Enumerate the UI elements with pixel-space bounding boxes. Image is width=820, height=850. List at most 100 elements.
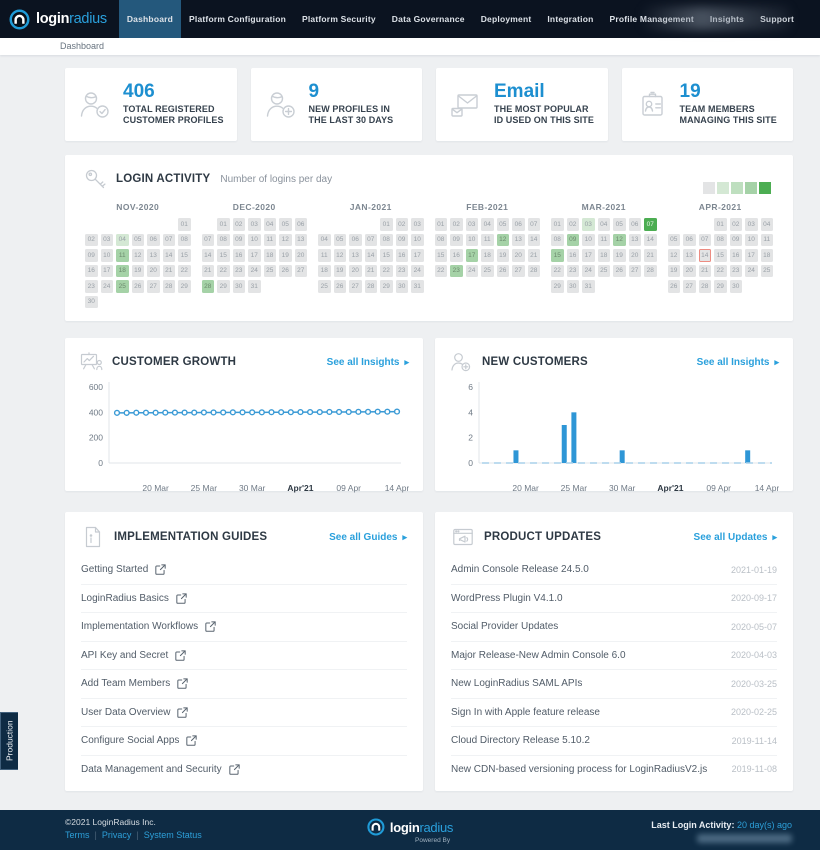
calendar-day[interactable]: 27 xyxy=(628,264,641,277)
calendar-day[interactable]: 26 xyxy=(667,280,680,293)
calendar-day[interactable]: 23 xyxy=(232,264,245,277)
calendar-day[interactable]: 07 xyxy=(644,218,657,231)
calendar-day[interactable]: 10 xyxy=(582,233,595,246)
calendar-day[interactable]: 21 xyxy=(201,264,214,277)
calendar-day[interactable]: 25 xyxy=(263,264,276,277)
calendar-day[interactable]: 04 xyxy=(116,233,129,246)
guide-link-loginradius-basics[interactable]: LoginRadius Basics xyxy=(81,585,407,613)
calendar-day[interactable]: 16 xyxy=(566,249,579,262)
calendar-day[interactable]: 30 xyxy=(729,280,742,293)
calendar-day[interactable]: 15 xyxy=(434,249,447,262)
nav-item-deployment[interactable]: Deployment xyxy=(480,14,532,24)
calendar-day[interactable]: 02 xyxy=(450,218,463,231)
calendar-day[interactable]: 17 xyxy=(411,249,424,262)
update-item-admin-console-release-24-5-0[interactable]: Admin Console Release 24.5.0 2021-01-19 xyxy=(451,556,777,585)
calendar-day[interactable]: 10 xyxy=(100,249,113,262)
calendar-day[interactable]: 04 xyxy=(597,218,610,231)
calendar-day[interactable]: 16 xyxy=(232,249,245,262)
calendar-day[interactable]: 01 xyxy=(434,218,447,231)
calendar-day[interactable]: 07 xyxy=(201,233,214,246)
breadcrumb[interactable]: Dashboard xyxy=(60,41,105,51)
calendar-day[interactable]: 23 xyxy=(566,264,579,277)
calendar-day[interactable]: 17 xyxy=(582,249,595,262)
calendar-day[interactable]: 14 xyxy=(698,249,711,262)
calendar-day[interactable]: 15 xyxy=(217,249,230,262)
calendar-day[interactable]: 13 xyxy=(628,233,641,246)
calendar-day[interactable]: 09 xyxy=(729,233,742,246)
nav-item-dashboard[interactable]: Dashboard xyxy=(118,0,182,38)
calendar-day[interactable]: 19 xyxy=(613,249,626,262)
calendar-day[interactable]: 20 xyxy=(628,249,641,262)
calendar-day[interactable]: 23 xyxy=(395,264,408,277)
calendar-day[interactable]: 10 xyxy=(411,233,424,246)
calendar-day[interactable]: 05 xyxy=(333,233,346,246)
update-item-new-loginradius-saml-apis[interactable]: New LoginRadius SAML APIs 2020-03-25 xyxy=(451,670,777,699)
calendar-day[interactable]: 11 xyxy=(318,249,331,262)
calendar-day[interactable]: 18 xyxy=(760,249,773,262)
calendar-day[interactable]: 06 xyxy=(294,218,307,231)
calendar-day[interactable]: 02 xyxy=(232,218,245,231)
calendar-day[interactable]: 29 xyxy=(380,280,393,293)
calendar-day[interactable]: 05 xyxy=(131,233,144,246)
calendar-day[interactable]: 09 xyxy=(566,233,579,246)
calendar-day[interactable]: 17 xyxy=(248,249,261,262)
calendar-day[interactable]: 01 xyxy=(217,218,230,231)
calendar-day[interactable]: 03 xyxy=(582,218,595,231)
calendar-day[interactable]: 30 xyxy=(232,280,245,293)
calendar-day[interactable]: 22 xyxy=(714,264,727,277)
calendar-day[interactable]: 03 xyxy=(248,218,261,231)
calendar-day[interactable]: 29 xyxy=(217,280,230,293)
calendar-day[interactable]: 17 xyxy=(745,249,758,262)
calendar-day[interactable]: 12 xyxy=(667,249,680,262)
calendar-day[interactable]: 12 xyxy=(279,233,292,246)
calendar-day[interactable]: 06 xyxy=(628,218,641,231)
calendar-day[interactable]: 26 xyxy=(131,280,144,293)
calendar-day[interactable]: 28 xyxy=(644,264,657,277)
update-item-wordpress-plugin-v4-1-0[interactable]: WordPress Plugin V4.1.0 2020-09-17 xyxy=(451,585,777,613)
calendar-day[interactable]: 25 xyxy=(481,264,494,277)
calendar-day[interactable]: 09 xyxy=(85,249,98,262)
calendar-day[interactable]: 18 xyxy=(597,249,610,262)
calendar-day[interactable]: 18 xyxy=(263,249,276,262)
calendar-day[interactable]: 07 xyxy=(527,218,540,231)
calendar-day[interactable]: 25 xyxy=(318,280,331,293)
calendar-day[interactable]: 10 xyxy=(465,233,478,246)
calendar-day[interactable]: 27 xyxy=(512,264,525,277)
calendar-day[interactable]: 08 xyxy=(551,233,564,246)
calendar-day[interactable]: 19 xyxy=(131,264,144,277)
calendar-day[interactable]: 18 xyxy=(318,264,331,277)
calendar-day[interactable]: 25 xyxy=(597,264,610,277)
calendar-day[interactable]: 13 xyxy=(512,233,525,246)
calendar-day[interactable]: 27 xyxy=(349,280,362,293)
see-all-guides-link[interactable]: See all Guides xyxy=(329,532,407,543)
calendar-day[interactable]: 13 xyxy=(147,249,160,262)
calendar-day[interactable]: 09 xyxy=(232,233,245,246)
calendar-day[interactable]: 31 xyxy=(582,280,595,293)
guide-link-data-management-and-security[interactable]: Data Management and Security xyxy=(81,756,407,784)
calendar-day[interactable]: 17 xyxy=(100,264,113,277)
calendar-day[interactable]: 25 xyxy=(116,280,129,293)
calendar-day[interactable]: 05 xyxy=(279,218,292,231)
calendar-day[interactable]: 20 xyxy=(294,249,307,262)
calendar-day[interactable]: 16 xyxy=(395,249,408,262)
calendar-day[interactable]: 19 xyxy=(279,249,292,262)
calendar-day[interactable]: 24 xyxy=(582,264,595,277)
calendar-day[interactable]: 09 xyxy=(450,233,463,246)
calendar-day[interactable]: 21 xyxy=(527,249,540,262)
calendar-day[interactable]: 15 xyxy=(380,249,393,262)
calendar-day[interactable]: 30 xyxy=(566,280,579,293)
guide-link-configure-social-apps[interactable]: Configure Social Apps xyxy=(81,727,407,756)
calendar-day[interactable]: 24 xyxy=(411,264,424,277)
calendar-day[interactable]: 03 xyxy=(100,233,113,246)
guide-link-implementation-workflows[interactable]: Implementation Workflows xyxy=(81,613,407,642)
calendar-day[interactable]: 16 xyxy=(729,249,742,262)
see-all-updates-link[interactable]: See all Updates xyxy=(694,532,777,543)
calendar-day[interactable]: 20 xyxy=(683,264,696,277)
nav-item-integration[interactable]: Integration xyxy=(547,14,594,24)
calendar-day[interactable]: 23 xyxy=(85,280,98,293)
calendar-day[interactable]: 26 xyxy=(613,264,626,277)
calendar-day[interactable]: 07 xyxy=(698,233,711,246)
calendar-day[interactable]: 14 xyxy=(527,233,540,246)
calendar-day[interactable]: 28 xyxy=(364,280,377,293)
calendar-day[interactable]: 18 xyxy=(116,264,129,277)
